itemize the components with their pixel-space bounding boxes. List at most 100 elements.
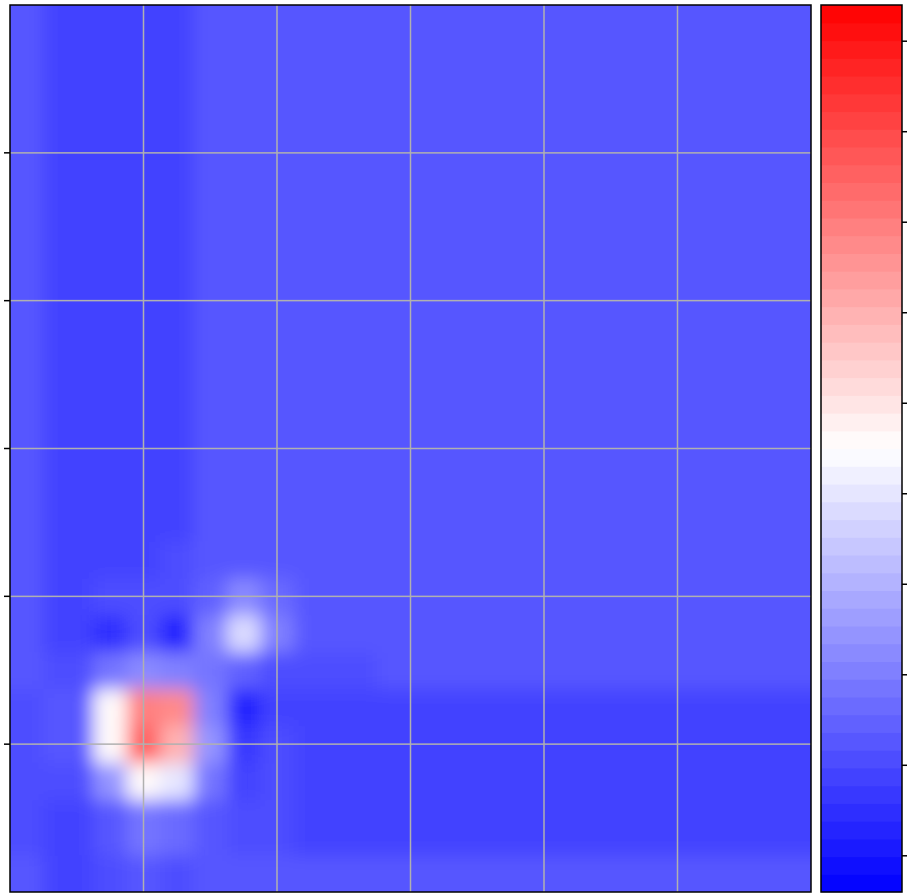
colorbar-band <box>821 537 902 556</box>
colorbar-band <box>821 129 902 148</box>
contour-cell <box>443 485 512 542</box>
colorbar-band <box>821 838 902 858</box>
contour-cell <box>443 688 512 727</box>
contour-cell <box>777 5 811 43</box>
contour-cell <box>226 799 261 856</box>
contour-cell <box>160 688 195 727</box>
contour-cell <box>577 651 645 690</box>
contour-cell <box>10 762 44 801</box>
contour-cell <box>577 540 645 579</box>
contour-cell <box>577 688 645 727</box>
colorbar-frame <box>820 4 903 893</box>
contour-cell <box>193 762 228 801</box>
contour-cell <box>226 485 261 542</box>
contour-cell <box>93 762 128 801</box>
contour-cell <box>10 651 44 690</box>
contour-field <box>10 5 811 892</box>
contour-cell <box>193 41 228 117</box>
contour-cell <box>193 337 228 413</box>
contour-cell <box>777 540 811 579</box>
contour-cell <box>10 855 44 892</box>
contour-cell <box>777 41 811 117</box>
colorbar <box>821 5 907 893</box>
contour-cell <box>777 189 811 265</box>
colorbar-band <box>821 5 902 24</box>
contour-cell <box>193 189 228 265</box>
contour-cell <box>43 5 94 43</box>
colorbar-band <box>821 235 902 254</box>
colorbar-band <box>821 40 902 59</box>
contour-cell <box>443 799 512 856</box>
colorbar-band <box>821 288 902 308</box>
contour-cell <box>710 41 779 117</box>
contour-cell <box>327 41 378 117</box>
contour-cell <box>93 651 128 690</box>
contour-cell <box>327 799 378 856</box>
colorbar-band <box>821 785 902 804</box>
contour-cell <box>193 614 228 653</box>
contour-cell <box>226 762 261 801</box>
contour-cell <box>93 5 128 43</box>
contour-cell <box>327 688 378 727</box>
contour-cell <box>777 485 811 542</box>
colorbar-band <box>821 306 902 325</box>
colorbar-band <box>821 111 902 130</box>
contour-cell <box>193 5 228 43</box>
contour-cell <box>93 485 128 542</box>
contour-cell <box>10 41 44 117</box>
contour-cell <box>93 855 128 892</box>
contour-cell <box>577 5 645 43</box>
contour-cell <box>10 799 44 856</box>
colorbar-band <box>821 359 902 379</box>
contour-cell <box>327 540 378 579</box>
contour-cell <box>193 688 228 727</box>
contour-cell <box>293 5 328 43</box>
contour-cell <box>443 614 512 653</box>
contour-cell <box>293 337 328 413</box>
contour-cell <box>777 855 811 892</box>
contour-cell <box>293 688 328 727</box>
contour-cell <box>710 5 779 43</box>
colorbar-band <box>821 554 902 574</box>
contour-cell <box>193 540 228 579</box>
colorbar-band <box>821 271 902 290</box>
contour-cell <box>777 614 811 653</box>
contour-cell <box>93 189 128 265</box>
colorbar-band <box>821 395 902 414</box>
colorbar-band <box>821 164 902 183</box>
contour-cell <box>327 855 378 892</box>
colorbar-band <box>821 413 902 432</box>
contour-cell <box>710 614 779 653</box>
contour-cell <box>160 5 195 43</box>
contour-cell <box>710 855 779 892</box>
contour-cell <box>160 614 195 653</box>
colorbar-band <box>821 342 902 361</box>
contour-cell <box>327 189 378 265</box>
contour-cell <box>10 5 44 43</box>
contour-cell <box>293 41 328 117</box>
contour-cell <box>293 799 328 856</box>
contour-cell <box>93 614 128 653</box>
contour-cell <box>293 855 328 892</box>
contour-cell <box>226 688 261 727</box>
contour-cell <box>327 485 378 542</box>
colorbar-band <box>821 483 902 503</box>
colorbar-band <box>821 200 902 219</box>
contour-cell <box>193 855 228 892</box>
colorbar-band <box>821 767 902 787</box>
contour-cell <box>10 614 44 653</box>
contour-cell <box>327 651 378 690</box>
contour-cell <box>93 799 128 856</box>
colorbar-band <box>821 750 902 769</box>
contour-cell <box>293 762 328 801</box>
colorbar-band <box>821 93 902 113</box>
colorbar-band <box>821 501 902 521</box>
contour-cell <box>327 5 378 43</box>
contour-cell <box>160 799 195 856</box>
contour-cell <box>710 189 779 265</box>
overlay <box>4 5 811 892</box>
colorbar-band <box>821 803 902 822</box>
contour-cell <box>293 189 328 265</box>
colorbar-band <box>821 590 902 609</box>
contour-cell <box>193 485 228 542</box>
